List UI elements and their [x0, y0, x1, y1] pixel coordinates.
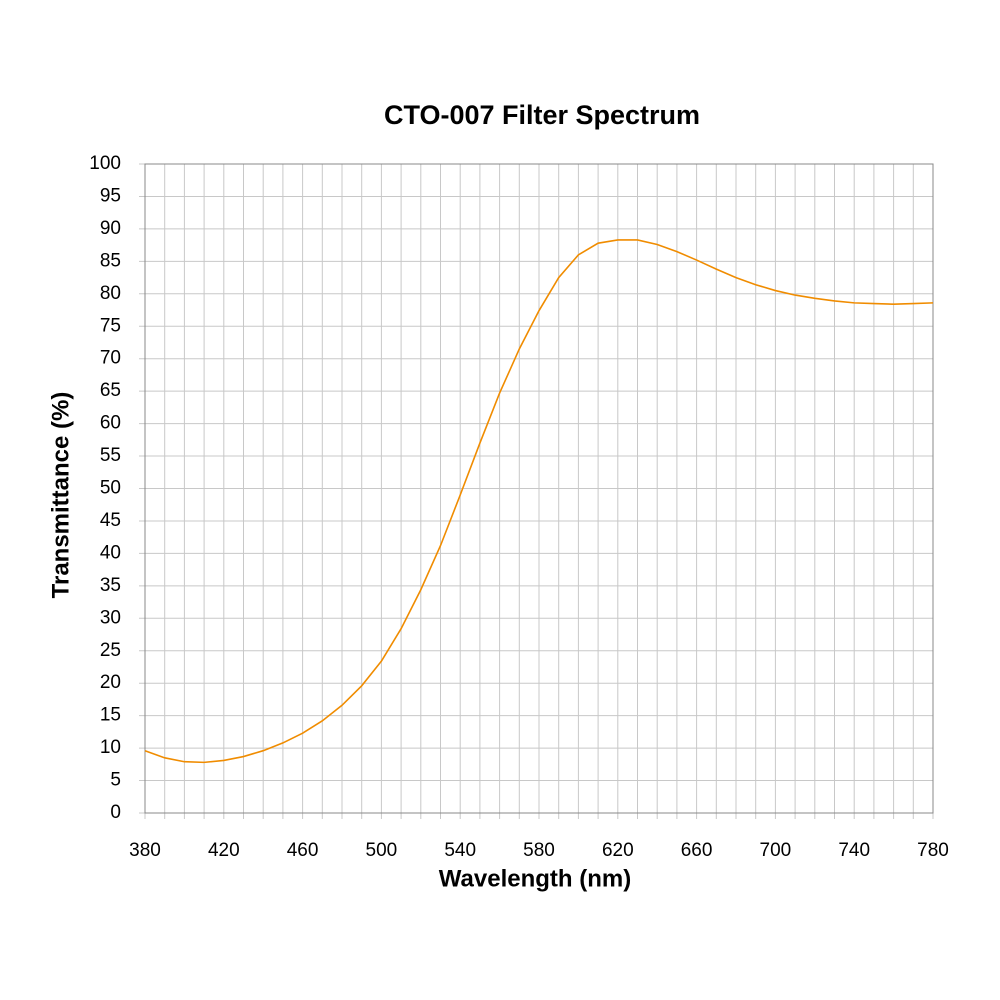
y-tick-label: 75 — [100, 315, 121, 336]
x-tick-label: 500 — [366, 840, 398, 861]
y-tick-label: 35 — [100, 575, 121, 596]
y-tick-label: 85 — [100, 250, 121, 271]
y-tick-label: 100 — [89, 153, 121, 174]
y-tick-label: 90 — [100, 218, 121, 239]
x-tick-label: 620 — [602, 840, 634, 861]
y-tick-label: 70 — [100, 348, 121, 369]
x-tick-label: 660 — [681, 840, 713, 861]
y-axis-label: Transmittance (%) — [47, 392, 74, 599]
y-tick-label: 55 — [100, 445, 121, 466]
data-line — [144, 239, 934, 764]
x-tick-label: 780 — [917, 840, 949, 861]
x-tick-label: 420 — [208, 840, 240, 861]
y-tick-label: 80 — [100, 283, 121, 304]
y-tick-label: 50 — [100, 478, 121, 499]
y-tick-label: 30 — [100, 607, 121, 628]
y-tick-label: 40 — [100, 542, 121, 563]
x-axis-label: Wavelength (nm) — [439, 865, 631, 892]
y-tick-label: 15 — [100, 705, 121, 726]
x-tick-label: 540 — [444, 840, 476, 861]
plot-frame — [144, 163, 934, 814]
x-tick-label: 460 — [287, 840, 319, 861]
x-tick-label: 740 — [838, 840, 870, 861]
x-tick-label: 380 — [129, 840, 161, 861]
y-tick-label: 25 — [100, 640, 121, 661]
y-tick-label: 20 — [100, 672, 121, 693]
chart-title: CTO-007 Filter Spectrum — [384, 100, 700, 130]
x-tick-label: 580 — [523, 840, 555, 861]
y-tick-label: 65 — [100, 380, 121, 401]
y-tick-label: 10 — [100, 737, 121, 758]
y-tick-label: 5 — [110, 770, 121, 791]
y-tick-label: 60 — [100, 413, 121, 434]
y-tick-label: 45 — [100, 510, 121, 531]
y-tick-label: 0 — [110, 802, 121, 823]
x-tick-label: 700 — [760, 840, 792, 861]
y-tick-label: 95 — [100, 185, 121, 206]
